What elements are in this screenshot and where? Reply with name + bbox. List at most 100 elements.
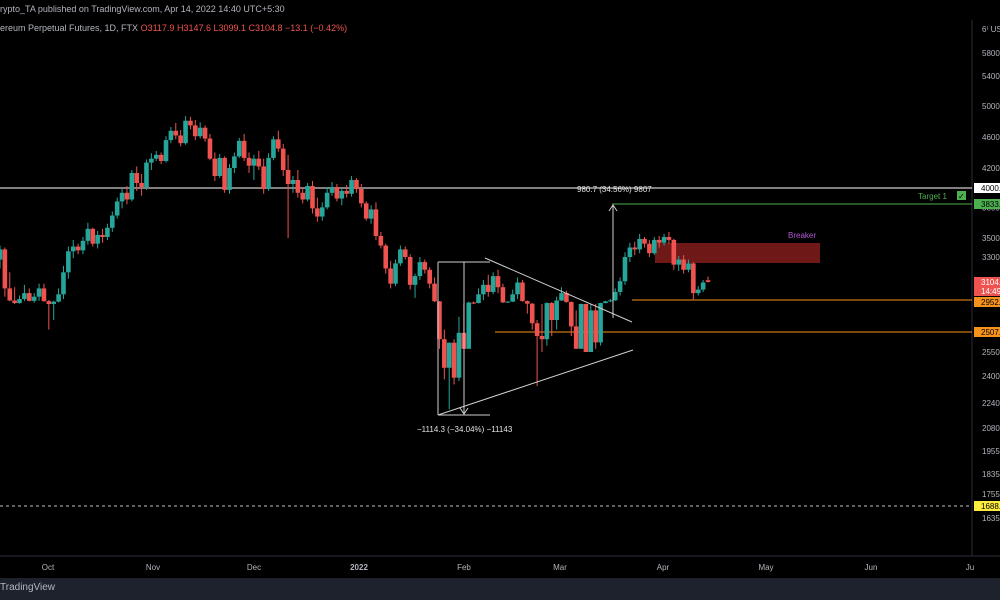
candle[interactable] — [612, 288, 618, 301]
candle[interactable] — [12, 287, 17, 304]
candle[interactable] — [359, 184, 364, 208]
candle[interactable] — [529, 303, 535, 330]
candle[interactable] — [495, 269, 501, 294]
candle[interactable] — [559, 287, 564, 301]
candle[interactable] — [149, 153, 154, 170]
candle[interactable] — [407, 254, 413, 290]
candle[interactable] — [568, 301, 574, 336]
triangle-pattern[interactable] — [437, 257, 634, 416]
candle[interactable] — [129, 170, 135, 202]
candle[interactable] — [481, 279, 486, 301]
candle[interactable] — [608, 299, 613, 303]
breaker-zone[interactable] — [655, 243, 820, 263]
candle[interactable] — [305, 183, 310, 202]
candle[interactable] — [70, 239, 76, 259]
candle[interactable] — [466, 301, 472, 349]
candle[interactable] — [676, 256, 682, 272]
candle[interactable] — [280, 143, 286, 176]
candle[interactable] — [329, 182, 335, 196]
candle[interactable] — [544, 302, 550, 346]
candle[interactable] — [485, 274, 491, 297]
candle[interactable] — [656, 235, 662, 248]
candle[interactable] — [686, 259, 691, 273]
candle[interactable] — [271, 136, 276, 161]
candle[interactable] — [647, 239, 652, 257]
candle[interactable] — [17, 295, 22, 304]
candle[interactable] — [539, 304, 545, 352]
candle[interactable] — [183, 116, 188, 145]
candle[interactable] — [412, 273, 418, 298]
candle[interactable] — [354, 178, 359, 193]
candle[interactable] — [36, 283, 42, 301]
candle[interactable] — [295, 170, 301, 198]
candle[interactable] — [51, 300, 57, 320]
candle[interactable] — [319, 202, 325, 221]
candle[interactable] — [432, 277, 437, 302]
candle[interactable] — [285, 154, 291, 238]
candle[interactable] — [168, 126, 174, 144]
candle[interactable] — [173, 123, 179, 140]
horizontal-levels[interactable] — [0, 187, 972, 507]
candle[interactable] — [490, 272, 496, 295]
candle[interactable] — [578, 303, 584, 349]
candle[interactable] — [202, 125, 208, 142]
candle[interactable] — [163, 136, 169, 163]
candle[interactable] — [158, 152, 164, 165]
candle[interactable] — [85, 222, 91, 245]
candle[interactable] — [349, 176, 354, 197]
candle[interactable] — [61, 265, 66, 300]
candle[interactable] — [525, 300, 530, 314]
candle[interactable] — [510, 289, 515, 302]
candle[interactable] — [393, 259, 398, 287]
candle[interactable] — [290, 176, 296, 193]
down-measure-tool[interactable]: −1114.3 (−34.04%) −11143 — [417, 261, 513, 434]
candle[interactable] — [80, 236, 86, 255]
candle[interactable] — [456, 316, 462, 382]
candle[interactable] — [422, 259, 428, 274]
candle[interactable] — [139, 174, 144, 196]
up-measure-tool[interactable]: 980.7 (34.56%) 9807 — [577, 185, 652, 318]
candle[interactable] — [603, 300, 608, 304]
candle[interactable] — [22, 284, 27, 302]
candle[interactable] — [417, 257, 423, 280]
candlestick-series[interactable] — [0, 116, 711, 410]
candle[interactable] — [598, 302, 603, 346]
candle[interactable] — [315, 197, 320, 222]
candle[interactable] — [124, 186, 130, 205]
candle[interactable] — [573, 310, 579, 349]
candle[interactable] — [617, 277, 623, 296]
candle[interactable] — [100, 228, 105, 243]
candle[interactable] — [207, 133, 213, 161]
candle[interactable] — [627, 242, 633, 263]
candle[interactable] — [300, 187, 306, 204]
candle[interactable] — [276, 130, 281, 152]
candle[interactable] — [334, 184, 340, 202]
candle[interactable] — [256, 150, 262, 170]
candle[interactable] — [593, 304, 598, 349]
candle[interactable] — [188, 116, 193, 130]
candle[interactable] — [476, 288, 481, 304]
candle[interactable] — [378, 231, 384, 249]
candle[interactable] — [505, 301, 511, 303]
candle[interactable] — [695, 286, 701, 296]
candle[interactable] — [344, 185, 349, 198]
candle[interactable] — [232, 152, 237, 174]
price-chart[interactable]: 6⁽ USD Breaker Target 1 ✓ −1114.3 (−34.0… — [0, 0, 1000, 578]
candle[interactable] — [642, 236, 647, 248]
candle[interactable] — [66, 246, 71, 279]
triangle-lower-trendline[interactable] — [437, 349, 634, 416]
candle[interactable] — [671, 238, 677, 270]
candle[interactable] — [261, 158, 266, 194]
candle[interactable] — [588, 303, 594, 352]
candle[interactable] — [212, 152, 218, 182]
candle[interactable] — [446, 342, 452, 410]
candle[interactable] — [383, 243, 389, 274]
time-axis[interactable]: Oct Nov Dec 2022 Feb Mar Apr May Jun Ju — [42, 563, 974, 572]
price-axis[interactable]: 5800.05400.05000.04600.04200.03800.03500… — [982, 49, 1000, 523]
candle[interactable] — [515, 277, 520, 300]
candle[interactable] — [46, 300, 52, 330]
candle[interactable] — [197, 122, 203, 139]
candle[interactable] — [2, 247, 8, 297]
candle[interactable] — [75, 243, 81, 255]
candle[interactable] — [451, 339, 457, 385]
